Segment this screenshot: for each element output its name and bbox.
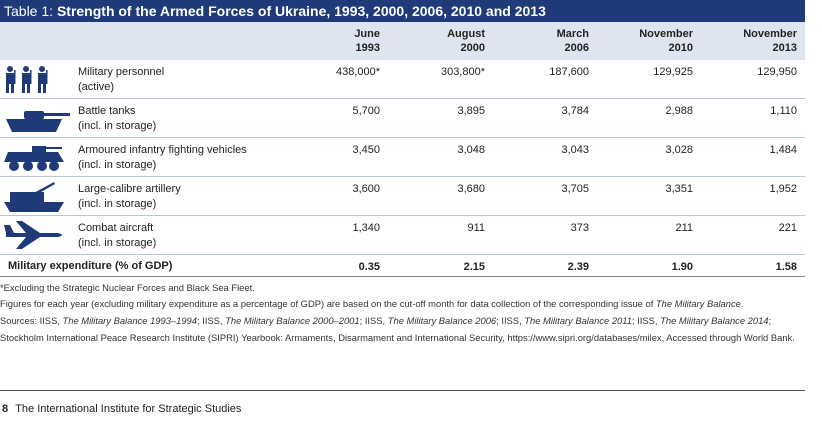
note: Sources: IISS, The Military Balance 1993…: [0, 313, 805, 346]
column-year: 2010: [668, 42, 693, 54]
row-title: Battle tanks: [78, 105, 136, 117]
expenditure-value: 1.58: [775, 261, 797, 273]
row-title: Combat aircraft: [78, 222, 154, 234]
row-sublabel: (incl. in storage): [78, 159, 157, 171]
column-year: 2000: [460, 42, 485, 54]
note-text: .: [740, 298, 744, 309]
note-text: ; IISS,: [359, 315, 388, 326]
note-text: ; IISS,: [496, 315, 525, 326]
note-text: The Military Balance 1993–1994: [62, 315, 197, 326]
row-sublabel: (active): [78, 81, 115, 93]
header-row: [0, 22, 805, 60]
cell-value: 129,950: [757, 66, 797, 78]
note-text: *Excluding the Strategic Nuclear Forces …: [0, 282, 255, 293]
note: *Excluding the Strategic Nuclear Forces …: [0, 280, 805, 297]
note-text: The Military Balance 2006: [387, 315, 497, 326]
note-text: The Military Balance 2014: [660, 315, 769, 326]
column-year: 1993: [355, 42, 380, 54]
cell-value: 1,110: [770, 105, 797, 117]
column-header: March 2006: [489, 27, 589, 55]
table-row: [0, 138, 805, 177]
note-text: ; Stockholm International Peace Research…: [0, 315, 795, 343]
cell-value: 3,600: [352, 183, 380, 195]
row-sublabel: (incl. in storage): [78, 198, 157, 210]
footer-text: The International Institute for Strategi…: [15, 403, 242, 415]
row-label: Military personnel (active): [78, 65, 164, 95]
table-row: [0, 99, 805, 138]
column-month: March: [556, 28, 589, 40]
column-header: November 2010: [593, 27, 693, 55]
column-year: 2013: [772, 42, 797, 54]
cell-value: 211: [675, 222, 693, 234]
column-month: November: [639, 28, 693, 40]
page-number: 8: [2, 403, 9, 415]
cell-value: 3,351: [665, 183, 693, 195]
column-month: November: [743, 28, 797, 40]
cell-value: 1,484: [769, 144, 797, 156]
title-label: Table 1:: [4, 3, 54, 19]
row-label: Armoured infantry fighting vehicles (incl…: [78, 143, 247, 173]
expenditure-value: 0.35: [358, 261, 380, 273]
row-label: Large-calibre artillery (incl. in storage…: [78, 182, 181, 212]
tank-icon: [6, 111, 70, 132]
note-text: ; IISS,: [631, 315, 661, 326]
expenditure-row: [0, 255, 805, 277]
cell-value: 2,988: [665, 105, 693, 117]
column-month: August: [447, 28, 485, 40]
cell-value: 373: [570, 222, 589, 234]
cell-value: 438,000*: [335, 66, 380, 78]
cell-value: 3,895: [457, 105, 485, 117]
note: Figures for each year (excluding militar…: [0, 296, 805, 313]
row-title: Armoured infantry fighting vehicles: [78, 144, 247, 156]
row-label: Combat aircraft (incl. in storage): [78, 221, 156, 251]
cell-value: 187,600: [549, 66, 589, 78]
cell-value: 911: [467, 222, 485, 234]
table-row: [0, 60, 805, 99]
cell-value: 3,784: [561, 105, 589, 117]
title-bar: Table 1: Strength of the Armed Forces of…: [0, 0, 805, 22]
row-sublabel: (incl. in storage): [78, 120, 157, 132]
column-header: November 2013: [697, 27, 797, 55]
note-text: The Military Balance: [655, 298, 741, 309]
cell-value: 303,800*: [440, 66, 485, 78]
column-year: 2006: [564, 42, 589, 54]
aircraft-icon: [4, 221, 62, 249]
footer-rule: [0, 390, 805, 391]
column-header: June 1993: [280, 27, 380, 55]
row-sublabel: (incl. in storage): [78, 237, 157, 249]
ifv-icon: [4, 146, 64, 171]
soldiers-icon: [6, 66, 48, 93]
expenditure-value: 2.15: [463, 261, 485, 273]
column-header: August 2000: [385, 27, 485, 55]
table-row: [0, 177, 805, 216]
table-row: [0, 216, 805, 255]
column-month: June: [354, 28, 380, 40]
cell-value: 3,043: [561, 144, 589, 156]
cell-value: 3,680: [457, 183, 485, 195]
row-label: Battle tanks (incl. in storage): [78, 104, 156, 134]
footer: 8 The International Institute for Strate…: [2, 403, 241, 415]
cell-value: 3,048: [457, 144, 485, 156]
expenditure-label: Military expenditure (% of GDP): [8, 260, 173, 272]
row-title: Large-calibre artillery: [78, 183, 181, 195]
artillery-icon: [4, 182, 64, 212]
cell-value: 221: [778, 222, 797, 234]
cell-value: 129,925: [653, 66, 693, 78]
cell-value: 3,705: [561, 183, 589, 195]
cell-value: 3,028: [665, 144, 693, 156]
note-text: Figures for each year (excluding militar…: [0, 298, 656, 309]
cell-value: 5,700: [352, 105, 380, 117]
cell-value: 3,450: [352, 144, 380, 156]
row-title: Military personnel: [78, 66, 165, 78]
cell-value: 1,952: [769, 183, 797, 195]
note-text: The Military Balance 2000–2001: [225, 315, 360, 326]
note-text: Sources: IISS,: [0, 315, 63, 326]
note-text: The Military Balance 2011: [524, 315, 632, 326]
note-text: ; IISS,: [197, 315, 226, 326]
title: Strength of the Armed Forces of Ukraine,…: [56, 3, 546, 19]
expenditure-value: 1.90: [671, 261, 693, 273]
expenditure-value: 2.39: [567, 261, 589, 273]
cell-value: 1,340: [352, 222, 380, 234]
